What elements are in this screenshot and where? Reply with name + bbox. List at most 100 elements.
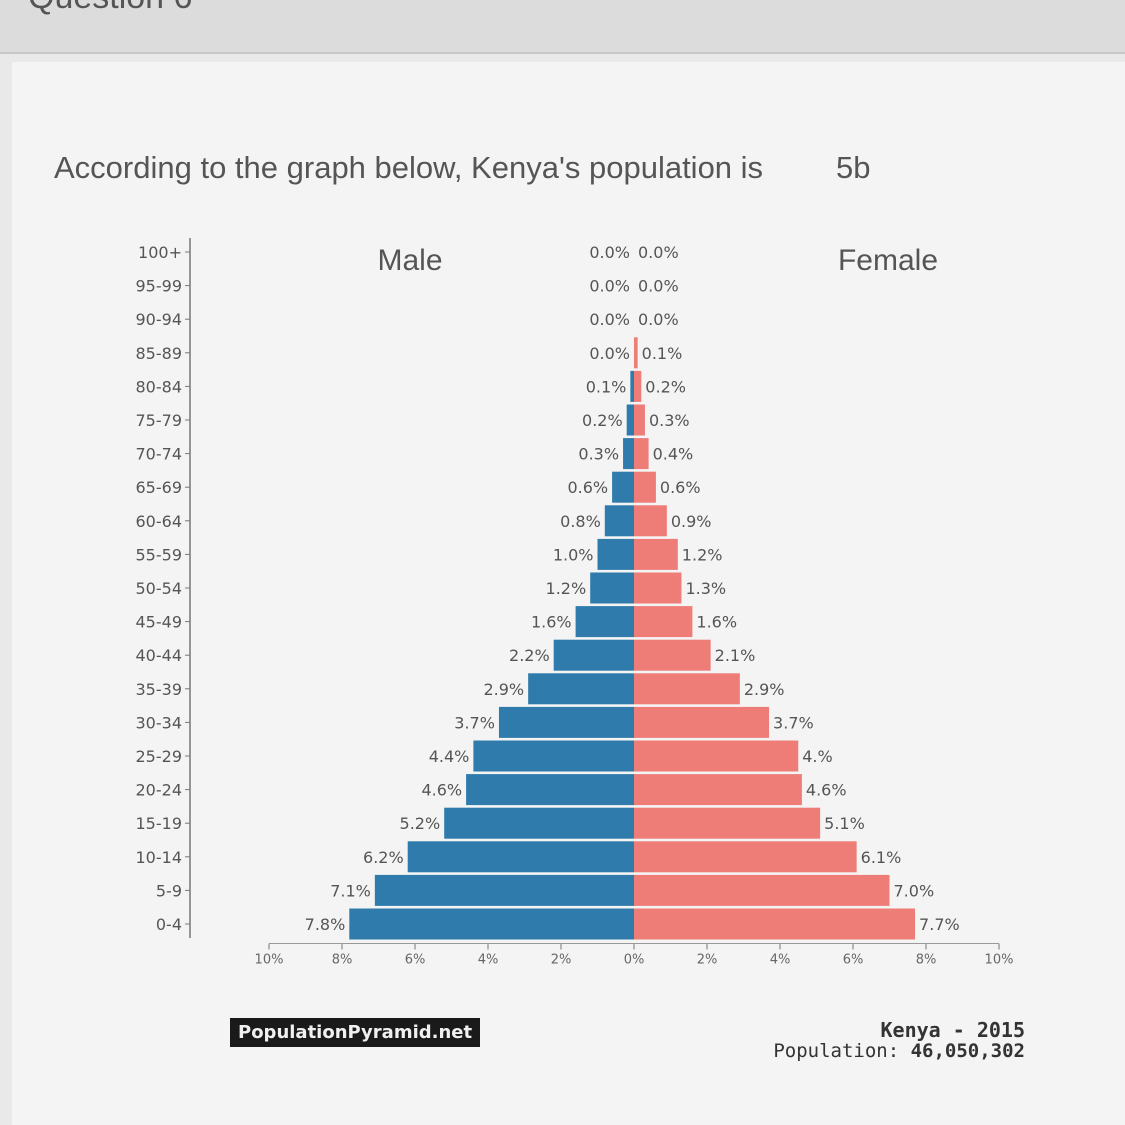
question-text: According to the graph below, Kenya's po… xyxy=(54,150,764,185)
data-label-male: 4.4% xyxy=(429,747,470,766)
data-label-male: 2.9% xyxy=(483,680,524,699)
bar-male xyxy=(623,438,634,470)
bar-female xyxy=(634,471,656,503)
bar-female xyxy=(634,606,693,638)
bar-male xyxy=(349,908,634,940)
bar-female xyxy=(634,908,916,940)
y-tick-label: 20-24 xyxy=(136,781,183,800)
bar-male xyxy=(498,706,634,738)
data-label-female: 2.1% xyxy=(715,646,756,665)
data-label-female: 7.7% xyxy=(919,915,960,934)
data-label-male: 1.0% xyxy=(553,545,594,564)
y-tick-label: 90-94 xyxy=(136,310,183,329)
x-tick-label: 10% xyxy=(985,953,1014,968)
data-label-female: 0.0% xyxy=(638,277,679,296)
chart-caption-title: Kenya - 2015 xyxy=(880,1018,1026,1042)
x-tick-label: 10% xyxy=(255,953,284,968)
x-tick-label: 2% xyxy=(551,953,572,968)
bar-female xyxy=(634,874,890,906)
y-tick-label: 55-59 xyxy=(136,545,183,564)
bar-male xyxy=(575,606,634,638)
data-label-female: 3.7% xyxy=(773,713,814,732)
bar-male xyxy=(407,841,634,873)
data-label-female: 0.6% xyxy=(660,478,701,497)
data-label-male: 0.2% xyxy=(582,411,623,430)
y-tick-label: 45-49 xyxy=(136,613,183,632)
y-tick-label: 50-54 xyxy=(136,579,183,598)
bar-male xyxy=(374,874,634,906)
x-tick-label: 6% xyxy=(843,953,864,968)
data-label-male: 0.0% xyxy=(589,277,630,296)
x-tick-label: 0% xyxy=(624,953,645,968)
data-label-female: 0.0% xyxy=(638,310,679,329)
data-label-female: 5.1% xyxy=(824,814,865,833)
y-tick-label: 5-9 xyxy=(156,881,182,900)
bar-female xyxy=(634,404,645,436)
data-label-male: 0.0% xyxy=(589,243,630,262)
data-label-female: 0.9% xyxy=(671,512,712,531)
bar-female xyxy=(634,505,667,537)
data-label-female: 4.% xyxy=(802,747,832,766)
question-title: Question 6 xyxy=(28,0,192,17)
data-label-female: 6.1% xyxy=(861,848,902,867)
question-header: Question 6 xyxy=(0,0,1125,54)
legend-female: Female xyxy=(838,244,938,277)
bar-male xyxy=(630,370,634,402)
bar-male xyxy=(528,673,634,705)
y-tick-label: 25-29 xyxy=(136,747,183,766)
y-tick-label: 100+ xyxy=(138,243,182,262)
bar-female xyxy=(634,807,821,839)
x-tick-label: 8% xyxy=(332,953,353,968)
data-label-female: 1.2% xyxy=(682,545,723,564)
source-label: PopulationPyramid.net xyxy=(230,1018,481,1047)
data-label-male: 2.2% xyxy=(509,646,550,665)
y-tick-label: 30-34 xyxy=(136,713,183,732)
bar-female xyxy=(634,774,802,806)
question-card xyxy=(12,62,1125,1125)
bar-male xyxy=(553,639,634,671)
bar-female xyxy=(634,740,799,772)
bar-male xyxy=(473,740,634,772)
bar-male xyxy=(612,471,634,503)
x-tick-label: 4% xyxy=(770,953,791,968)
bar-male xyxy=(597,538,634,570)
x-tick-label: 6% xyxy=(405,953,426,968)
data-label-male: 0.6% xyxy=(567,478,608,497)
data-label-male: 7.1% xyxy=(330,881,371,900)
data-label-female: 0.0% xyxy=(638,243,679,262)
data-label-male: 0.8% xyxy=(560,512,601,531)
data-label-male: 0.3% xyxy=(578,445,619,464)
bar-female xyxy=(634,841,857,873)
bar-female xyxy=(634,438,649,470)
bar-male xyxy=(466,774,634,806)
y-tick-label: 70-74 xyxy=(136,445,183,464)
data-label-male: 5.2% xyxy=(400,814,441,833)
population-label: Population: xyxy=(773,1040,900,1062)
bar-male xyxy=(590,572,634,604)
data-label-male: 3.7% xyxy=(454,713,495,732)
y-tick-label: 60-64 xyxy=(136,512,183,531)
data-label-female: 7.0% xyxy=(894,881,935,900)
y-tick-label: 75-79 xyxy=(136,411,183,430)
x-tick-label: 8% xyxy=(916,953,937,968)
y-tick-label: 40-44 xyxy=(136,646,183,665)
data-label-female: 1.3% xyxy=(685,579,726,598)
data-label-male: 0.0% xyxy=(589,344,630,363)
data-label-male: 4.6% xyxy=(421,781,462,800)
data-label-female: 1.6% xyxy=(696,613,737,632)
data-label-female: 0.4% xyxy=(653,445,694,464)
data-label-male: 1.2% xyxy=(546,579,587,598)
chart-caption-population: Population: 46,050,302 xyxy=(700,1040,1025,1062)
data-label-female: 0.2% xyxy=(645,377,686,396)
answer-value: 5b xyxy=(836,150,871,185)
bar-male xyxy=(626,404,634,436)
bar-female xyxy=(634,706,770,738)
data-label-male: 0.0% xyxy=(589,310,630,329)
data-label-male: 1.6% xyxy=(531,613,572,632)
bar-female xyxy=(634,572,682,604)
bar-male xyxy=(444,807,634,839)
bar-male xyxy=(604,505,634,537)
y-tick-label: 85-89 xyxy=(136,344,183,363)
y-tick-label: 95-99 xyxy=(136,277,183,296)
y-tick-label: 65-69 xyxy=(136,478,183,497)
